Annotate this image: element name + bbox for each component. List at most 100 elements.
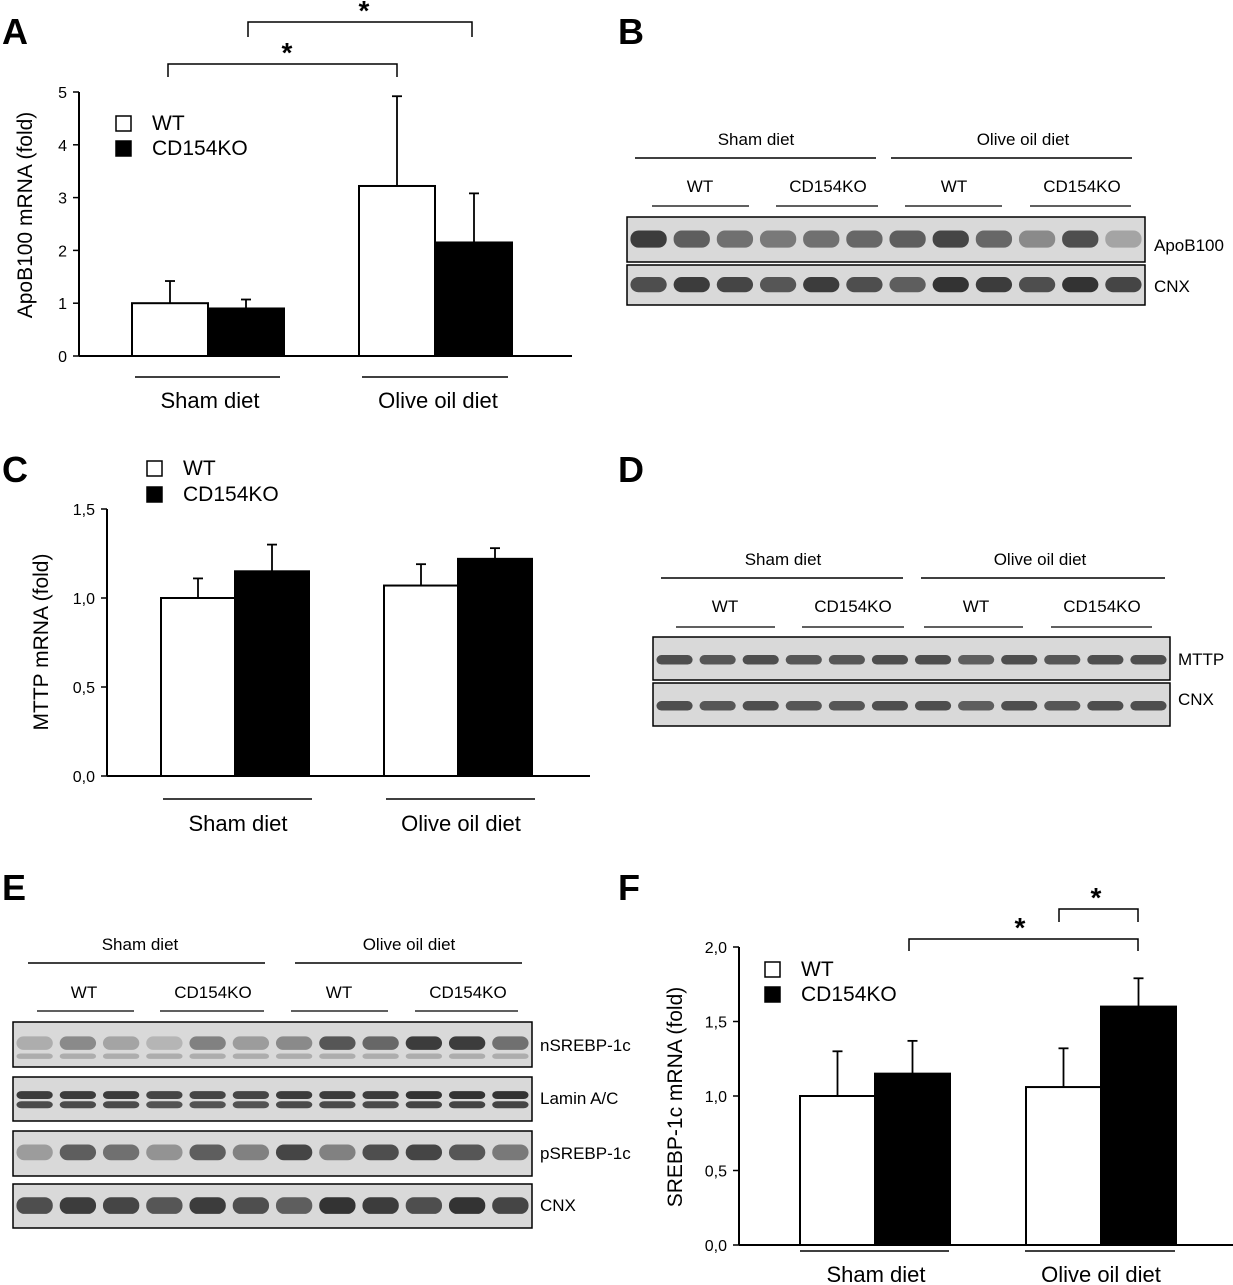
panel-f-y-axis-title: SREBP-1c mRNA (fold) bbox=[664, 987, 687, 1208]
panel-f: F SREBP-1c mRNA (fold) 0,0 0,5 1,0 1,5 2,0 S… bbox=[618, 867, 1233, 1285]
panel-e-genotype-2: CD154KO bbox=[174, 983, 251, 1002]
panel-c-bar-ko bbox=[234, 570, 310, 777]
panel-b-band-label-1: ApoB100 bbox=[1154, 236, 1224, 255]
panel-d-band-label-1: MTTP bbox=[1178, 650, 1224, 669]
panel-f-y-tick-label: 0,5 bbox=[705, 1164, 727, 1181]
panel-e-blot-psrebp-1c bbox=[12, 1130, 533, 1177]
panel-d-letter: D bbox=[618, 449, 644, 490]
panel-f-bar-wt bbox=[1025, 1086, 1102, 1247]
panel-f-y-tick-label: 0,0 bbox=[705, 1238, 727, 1255]
panel-c: C MTTP mRNA (fold) 0,0 0,5 1,0 1,5 Sham die… bbox=[2, 449, 590, 836]
panel-e-band-label-3: pSREBP-1c bbox=[540, 1144, 631, 1163]
panel-c-y-tick-label: 1,0 bbox=[73, 591, 95, 608]
panel-d-group-sham: Sham diet bbox=[745, 550, 822, 569]
panel-b-genotype-2: CD154KO bbox=[789, 177, 866, 196]
panel-e-band-label-4: CNX bbox=[540, 1196, 576, 1215]
panel-c-bar-ko bbox=[457, 557, 533, 778]
panel-a-bar-ko bbox=[435, 241, 513, 357]
panel-e-letter: E bbox=[2, 867, 26, 908]
panel-d-genotype-4: CD154KO bbox=[1063, 597, 1140, 616]
panel-f-sig-bracket-2 bbox=[1058, 908, 1139, 922]
panel-c-letter: C bbox=[2, 449, 28, 490]
panel-e-genotype-4: CD154KO bbox=[429, 983, 506, 1002]
panel-a-legend-wt-swatch bbox=[115, 115, 132, 132]
panel-a-y-tick-label: 1 bbox=[58, 296, 67, 313]
panel-a-letter: A bbox=[2, 11, 28, 52]
panel-f-sig-bracket-1 bbox=[908, 938, 1139, 951]
panel-b-letter: B bbox=[618, 11, 644, 52]
panel-b-genotype-4: CD154KO bbox=[1043, 177, 1120, 196]
panel-c-category-sham: Sham diet bbox=[188, 811, 287, 836]
panel-e-blot-cnx bbox=[12, 1183, 533, 1229]
panel-e-band-label-2: Lamin A/C bbox=[540, 1089, 618, 1108]
panel-a-category-olive: Olive oil diet bbox=[378, 388, 498, 413]
panel-f-legend-wt-swatch bbox=[764, 961, 781, 978]
panel-b-group-sham: Sham diet bbox=[718, 130, 795, 149]
panel-f-sig-star-2: * bbox=[1091, 882, 1102, 913]
panel-f-letter: F bbox=[618, 867, 640, 908]
panel-e-genotype-3: WT bbox=[326, 983, 352, 1002]
panel-b-genotype-1: WT bbox=[687, 177, 713, 196]
panel-b-band-label-2: CNX bbox=[1154, 277, 1190, 296]
panel-f-legend-ko-swatch bbox=[764, 986, 781, 1003]
panel-d: D Sham diet Olive oil diet WT CD154KO WT… bbox=[618, 449, 1224, 727]
panel-f-y-tick-label: 2,0 bbox=[705, 940, 727, 957]
panel-c-legend-ko: CD154KO bbox=[183, 483, 279, 506]
panel-c-legend-ko-swatch bbox=[146, 486, 163, 503]
panel-e: E Sham diet Olive oil diet WT CD154KO WT… bbox=[2, 867, 631, 1229]
panel-c-y-tick-label: 0,5 bbox=[73, 680, 95, 697]
panel-e-group-olive: Olive oil diet bbox=[363, 935, 456, 954]
panel-d-group-olive: Olive oil diet bbox=[994, 550, 1087, 569]
panel-a-y-tick-label: 0 bbox=[58, 349, 67, 366]
panel-e-blot-nsrebp-1c bbox=[12, 1021, 533, 1068]
panel-c-y-tick-label: 1,5 bbox=[73, 502, 95, 519]
panel-a-legend-ko: CD154KO bbox=[152, 137, 248, 160]
panel-f-y-tick-label: 1,0 bbox=[705, 1089, 727, 1106]
panel-a: A ApoB100 mRNA (fold) 0 1 2 3 4 5 Sham diet O… bbox=[2, 0, 572, 413]
panel-c-bar-wt bbox=[160, 597, 236, 777]
panel-a-y-axis-title: ApoB100 mRNA (fold) bbox=[14, 112, 37, 319]
panel-d-genotype-2: CD154KO bbox=[814, 597, 891, 616]
panel-f-bar-ko bbox=[1100, 1005, 1177, 1246]
panel-d-genotype-1: WT bbox=[712, 597, 738, 616]
panel-a-sig-star-2: * bbox=[359, 0, 370, 26]
panel-f-legend-wt: WT bbox=[801, 958, 834, 981]
panel-a-bar-wt bbox=[358, 184, 436, 357]
panel-e-blot-lamin bbox=[12, 1076, 533, 1122]
panel-a-bar-wt bbox=[131, 302, 209, 358]
panel-e-group-sham: Sham diet bbox=[102, 935, 179, 954]
panel-d-blot-cnx bbox=[652, 682, 1171, 727]
panel-d-genotype-3: WT bbox=[963, 597, 989, 616]
panel-f-bar-ko bbox=[874, 1072, 951, 1247]
panel-a-legend-wt: WT bbox=[152, 112, 185, 135]
panel-c-category-olive: Olive oil diet bbox=[401, 811, 521, 836]
panel-b-genotype-3: WT bbox=[941, 177, 967, 196]
panel-b: B Sham diet Olive oil diet WT CD154KO WT… bbox=[618, 11, 1224, 306]
panel-a-sig-bracket-2 bbox=[247, 21, 473, 37]
panel-c-y-axis-title: MTTP mRNA (fold) bbox=[30, 554, 53, 731]
panel-f-y-tick-label: 1,5 bbox=[705, 1015, 727, 1032]
panel-a-sig-bracket-1 bbox=[167, 63, 398, 77]
panel-a-y-tick-label: 3 bbox=[58, 191, 67, 208]
panel-d-blot-mttp bbox=[652, 636, 1171, 681]
panel-c-bar-wt bbox=[383, 584, 459, 777]
panel-e-genotype-1: WT bbox=[71, 983, 97, 1002]
panel-c-legend-wt: WT bbox=[183, 457, 216, 480]
panel-f-bar-wt bbox=[799, 1095, 876, 1246]
panel-b-blot-cnx bbox=[626, 264, 1146, 306]
panel-f-category-sham: Sham diet bbox=[826, 1262, 925, 1285]
panel-b-blot-apob100 bbox=[626, 216, 1146, 263]
panel-c-legend-wt-swatch bbox=[146, 460, 163, 477]
panel-e-band-label-1: nSREBP-1c bbox=[540, 1036, 631, 1055]
panel-a-y-tick-label: 5 bbox=[58, 85, 67, 102]
panel-c-y-tick-label: 0,0 bbox=[73, 769, 95, 786]
panel-a-category-sham: Sham diet bbox=[160, 388, 259, 413]
panel-d-band-label-2: CNX bbox=[1178, 690, 1214, 709]
panel-a-y-tick-label: 2 bbox=[58, 243, 67, 260]
panel-b-group-olive: Olive oil diet bbox=[977, 130, 1070, 149]
panel-a-sig-star-1: * bbox=[282, 37, 293, 68]
panel-f-legend-ko: CD154KO bbox=[801, 983, 897, 1006]
panel-a-bar-ko bbox=[207, 307, 285, 358]
panel-a-legend-ko-swatch bbox=[115, 140, 132, 157]
